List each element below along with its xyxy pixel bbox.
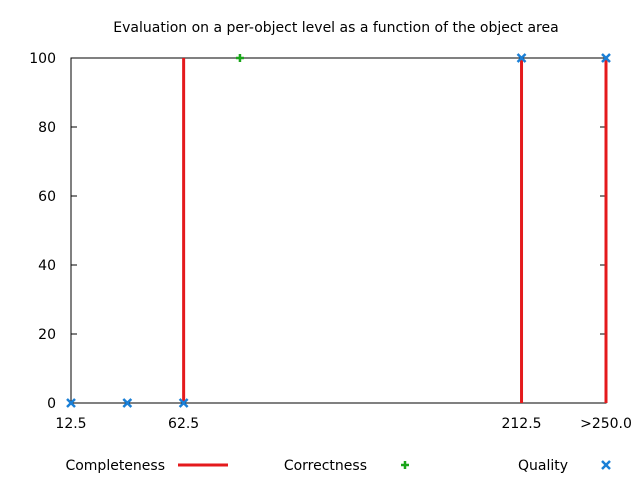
quality-point-b xyxy=(601,53,611,63)
x-tick-label: 12.5 xyxy=(55,416,86,432)
y-tick-label: 80 xyxy=(38,120,56,136)
chart-title: Evaluation on a per-object level as a fu… xyxy=(113,20,558,36)
y-tick-label: 40 xyxy=(38,258,56,274)
legend-label: Correctness xyxy=(284,458,367,474)
quality-point-b xyxy=(516,53,527,63)
x-axis: 12.5 62.5 212.5 >250.0 xyxy=(55,58,632,432)
legend-entry: Quality xyxy=(518,458,611,474)
legend: Completeness Correctness Quality xyxy=(65,458,611,474)
quality-point xyxy=(122,398,133,408)
y-tick-label: 100 xyxy=(29,51,56,67)
y-tick-label: 0 xyxy=(47,396,56,412)
quality-point-b xyxy=(66,398,76,408)
legend-entry: Correctness xyxy=(284,458,409,474)
x-tick-label: >250.0 xyxy=(580,416,632,432)
legend-label: Completeness xyxy=(65,458,165,474)
x-tick-label: 62.5 xyxy=(168,416,199,432)
correctness-point xyxy=(235,54,244,62)
series-layer xyxy=(66,53,611,408)
quality-point xyxy=(178,398,189,408)
plot-frame xyxy=(70,57,607,404)
legend-sample-cross-b xyxy=(601,460,611,470)
x-tick-label: 212.5 xyxy=(501,416,541,432)
quality-point-b xyxy=(122,398,133,408)
quality-point xyxy=(66,398,76,408)
quality-point xyxy=(516,53,527,63)
legend-entry: Completeness xyxy=(65,458,228,474)
y-tick-label: 20 xyxy=(38,327,56,343)
y-axis: 0 20 40 60 80 100 xyxy=(29,51,606,412)
y-tick-label: 60 xyxy=(38,189,56,205)
quality-point xyxy=(601,53,611,63)
legend-sample-cross xyxy=(601,460,611,470)
legend-label: Quality xyxy=(518,458,568,474)
legend-sample-plus xyxy=(401,461,409,469)
quality-point-b xyxy=(178,398,189,408)
plot-border xyxy=(70,57,607,404)
